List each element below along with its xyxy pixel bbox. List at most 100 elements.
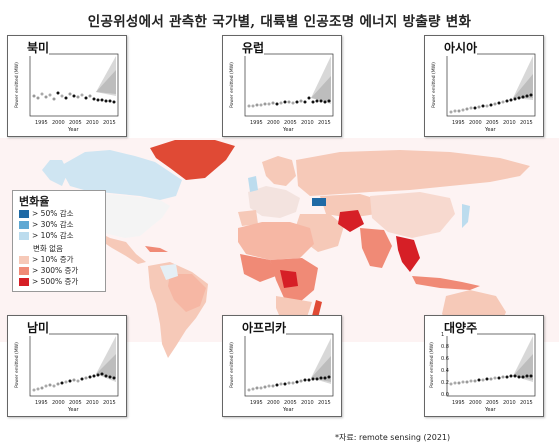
legend-label: > 500% 증가: [32, 277, 79, 286]
panel-label: 아프리카: [242, 319, 287, 336]
alaska: [42, 160, 68, 186]
x-tick: 1995: [452, 400, 465, 406]
legend-label: > 10% 증가: [32, 255, 74, 264]
x-tick: 2015: [318, 400, 331, 406]
panel-africa: 1995 2000 2005 2010 2015 Year Power emit…: [222, 315, 342, 417]
y-tick: 0.8: [441, 344, 449, 350]
western-europe: [248, 186, 300, 218]
japan: [462, 204, 470, 228]
panel-north-america: 1995 2000 2005 2010 2015 Year Power emit…: [7, 35, 127, 137]
legend-label-no-change: 변화 없음: [33, 244, 63, 253]
data-points: [32, 372, 116, 392]
legend-item: > 300% 증가: [19, 266, 78, 275]
x-tick: 2015: [103, 120, 116, 126]
brazil: [168, 274, 206, 312]
chart-north-america: 1995 2000 2005 2010 2015 Year Power emit…: [14, 53, 119, 133]
map-legend: 변화율 > 50% 감소 > 30% 감소 > 10% 감소 변화 없음 > 1…: [12, 190, 106, 292]
data-points: [32, 91, 116, 104]
x-tick: 1995: [250, 400, 263, 406]
data-points: [449, 93, 533, 114]
angola: [280, 270, 298, 288]
projection-band-inner: [311, 76, 331, 102]
legend-label: > 300% 증가: [32, 266, 79, 275]
x-tick: 2000: [52, 400, 65, 406]
x-tick: 2005: [284, 120, 297, 126]
russia: [296, 150, 530, 196]
x-tick: 2015: [520, 120, 533, 126]
north-africa: [238, 222, 314, 260]
x-tick: 2010: [301, 120, 314, 126]
y-axis-label: Power emitted (MW): [229, 62, 235, 108]
x-tick: 2000: [52, 120, 65, 126]
projection-band-inner: [311, 356, 331, 382]
data-points: [247, 96, 331, 108]
india: [360, 228, 392, 268]
legend-swatch: [19, 210, 29, 218]
x-tick: 2015: [318, 120, 331, 126]
legend-item: > 10% 감소: [19, 231, 74, 240]
uk: [248, 176, 258, 192]
x-tick: 2005: [69, 120, 82, 126]
x-axis-label: Year: [282, 407, 295, 413]
legend-title: 변화율: [19, 195, 50, 208]
x-tick: 2000: [469, 120, 482, 126]
legend-swatch: [19, 221, 29, 229]
kazakh-lake: [312, 198, 326, 206]
cuba: [145, 246, 168, 252]
x-tick: 2005: [486, 400, 499, 406]
legend-item: > 30% 감소: [19, 220, 74, 229]
x-tick: 1995: [250, 120, 263, 126]
x-tick: 2010: [86, 400, 99, 406]
legend-swatch: [19, 278, 29, 286]
projection-band-inner: [96, 354, 116, 378]
data-points: [449, 374, 533, 386]
afghanistan: [338, 210, 364, 232]
panel-south-america: 1995 2000 2005 2010 2015 Year Power emit…: [7, 315, 127, 417]
x-axis-label: Year: [282, 127, 295, 133]
chart-oceania: 0.0 0.2 0.4 0.6 0.8 1.0 1995 2000 2005 2…: [429, 332, 536, 413]
data-points: [247, 375, 331, 392]
china: [370, 192, 455, 238]
y-tick: 0.6: [441, 356, 449, 362]
x-tick: 2010: [301, 400, 314, 406]
mexico: [94, 230, 146, 264]
legend-label: > 30% 감소: [32, 220, 74, 229]
x-tick: 2015: [103, 400, 116, 406]
chart-asia: 1995 2000 2005 2010 2015 Year Power emit…: [431, 53, 536, 133]
x-tick: 2010: [503, 120, 516, 126]
panel-label: 유럽: [242, 39, 265, 56]
page-title: 인공위성에서 관측한 국가별, 대륙별 인공조명 에너지 방출량 변화: [87, 14, 472, 30]
x-tick: 2005: [486, 120, 499, 126]
panel-asia: 1995 2000 2005 2010 2015 Year Power emit…: [424, 35, 544, 137]
scandinavia: [262, 156, 296, 186]
venezuela: [160, 264, 178, 280]
y-axis-label: Power emitted (MW): [14, 62, 20, 108]
x-tick: 1995: [35, 120, 48, 126]
legend-item: > 500% 증가: [19, 277, 78, 286]
y-tick: 0.4: [441, 368, 449, 374]
indonesia: [412, 276, 480, 290]
chart-europe: 1995 2000 2005 2010 2015 Year Power emit…: [229, 53, 334, 133]
legend-swatch: [19, 232, 29, 240]
x-tick: 1995: [35, 400, 48, 406]
legend-label: > 50% 감소: [32, 209, 74, 218]
iberia: [238, 210, 258, 226]
y-tick: 0.2: [441, 380, 449, 386]
panel-europe: 1995 2000 2005 2010 2015 Year Power emit…: [222, 35, 342, 137]
y-axis-label: Power emitted (MW): [431, 62, 437, 108]
madagascar: [312, 300, 322, 318]
panel-label: 아시아: [444, 39, 478, 56]
legend-swatch: [19, 256, 29, 264]
x-axis-label: Year: [67, 127, 80, 133]
y-axis-label: Power emitted (MW): [14, 342, 20, 388]
x-tick: 2000: [267, 120, 280, 126]
canada: [62, 150, 182, 200]
x-axis-label: Year: [67, 407, 80, 413]
source-note: *자료: remote sensing (2021): [335, 433, 451, 442]
x-tick: 2015: [520, 400, 533, 406]
panel-label: 남미: [27, 319, 50, 336]
panel-label: 대양주: [444, 319, 478, 336]
x-axis-label: Year: [484, 127, 497, 133]
chart-africa: 1995 2000 2005 2010 2015 Year Power emit…: [229, 333, 334, 413]
projection-band-inner: [96, 70, 116, 94]
